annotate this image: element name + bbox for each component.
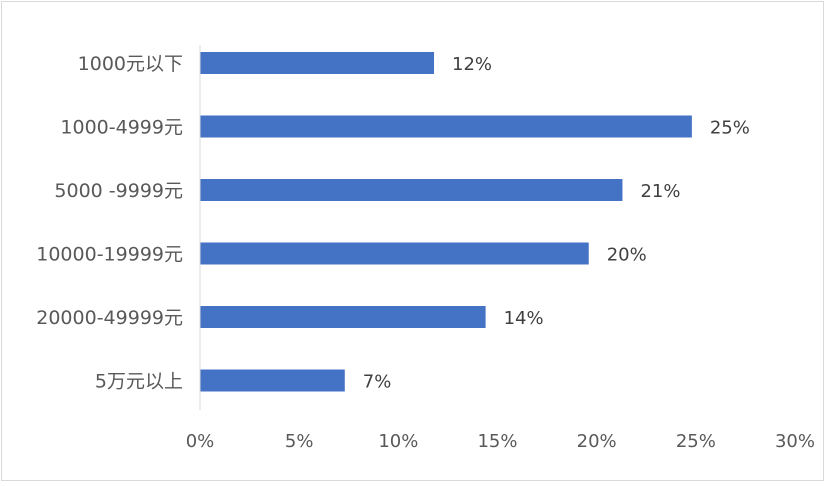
x-tick-label-4: 20%	[577, 431, 617, 452]
category-label-0: 1000元以下	[78, 53, 183, 75]
x-tick-label-6: 30%	[775, 431, 815, 452]
x-axis-tick-labels: 0% 5% 10% 15% 20% 25% 30%	[186, 431, 815, 452]
category-label-3: 10000-19999元	[36, 244, 183, 266]
data-label-2: 21%	[640, 181, 680, 202]
data-label-5: 7%	[363, 372, 392, 393]
bar-1	[200, 115, 692, 138]
x-tick-label-3: 15%	[477, 431, 517, 452]
data-labels: 12% 25% 21% 20% 14% 7%	[363, 54, 750, 393]
category-label-2: 5000 -9999元	[54, 180, 183, 202]
x-tick-label-2: 10%	[378, 431, 418, 452]
data-label-3: 20%	[607, 245, 647, 266]
data-label-0: 12%	[452, 54, 492, 75]
bar-2	[200, 179, 623, 201]
category-label-4: 20000-49999元	[36, 307, 183, 329]
bars-group	[200, 52, 692, 392]
x-tick-label-1: 5%	[285, 431, 314, 452]
bar-5	[200, 369, 345, 392]
data-label-4: 14%	[504, 308, 544, 329]
x-tick-label-0: 0%	[186, 431, 215, 452]
x-tick-label-5: 25%	[676, 431, 716, 452]
category-labels: 1000元以下 1000-4999元 5000 -9999元 10000-19999元…	[36, 53, 183, 393]
category-label-1: 1000-4999元	[60, 117, 183, 139]
bar-3	[200, 242, 589, 265]
bar-4	[200, 306, 486, 328]
category-label-5: 5万元以上	[95, 371, 183, 393]
data-label-1: 25%	[710, 118, 750, 139]
bar-0	[200, 52, 435, 74]
